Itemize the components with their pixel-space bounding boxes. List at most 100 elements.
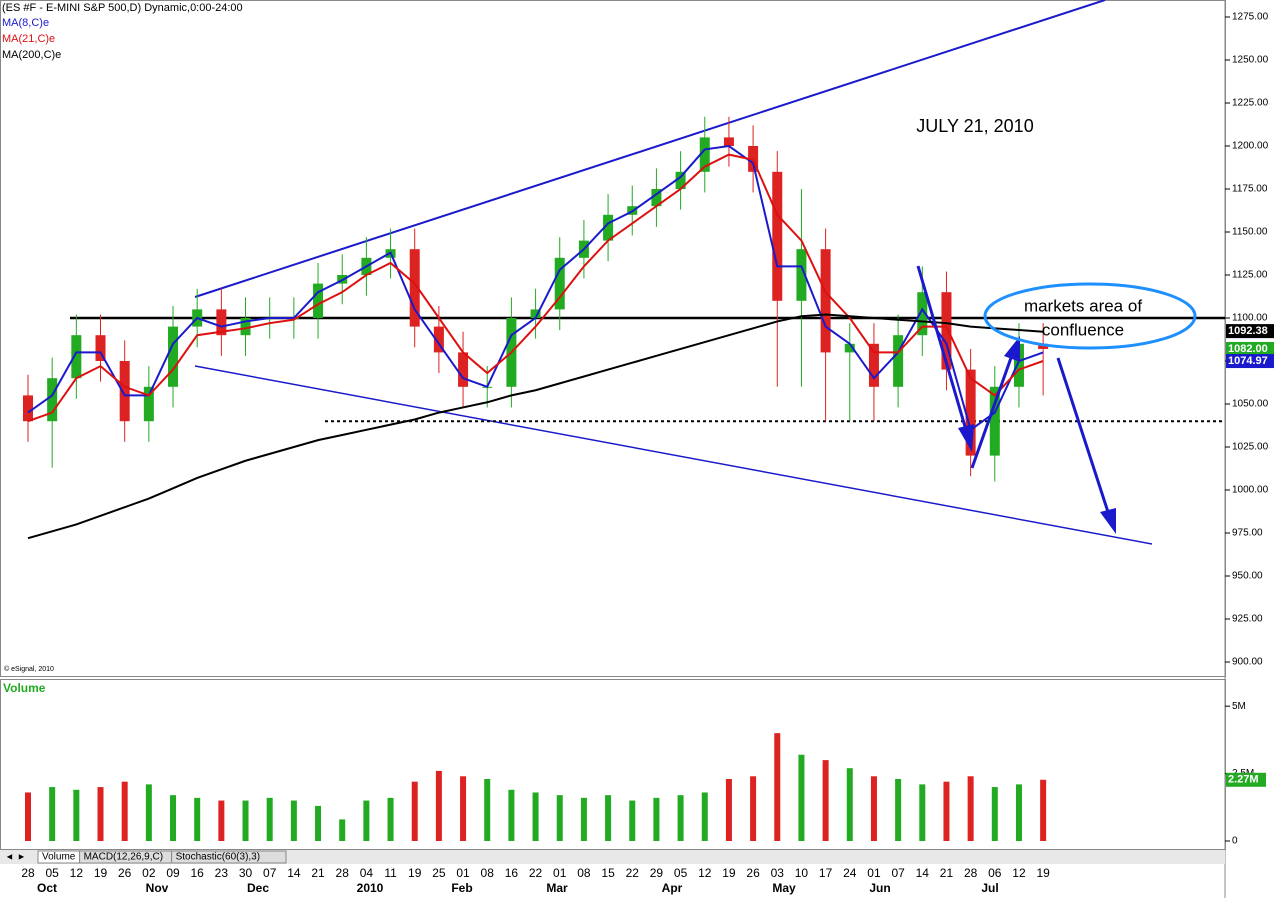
candle-body <box>95 335 106 361</box>
x-tick-label: 12 <box>698 866 712 880</box>
candle-body <box>820 249 831 353</box>
tab-label[interactable]: Volume <box>42 852 76 863</box>
y-tick-label: 900.00 <box>1232 657 1263 668</box>
candle-body <box>168 326 179 387</box>
volume-bar <box>967 776 974 841</box>
candle-body <box>699 137 710 172</box>
volume-bar <box>774 733 781 841</box>
date-annotation: JULY 21, 2010 <box>916 116 1033 136</box>
tab-label[interactable]: Stochastic(60(3),3) <box>176 852 260 863</box>
y-tick-label: 1225.00 <box>1232 98 1269 109</box>
price-tag <box>1226 324 1274 339</box>
candle-body <box>240 318 251 336</box>
candle-body <box>941 292 952 370</box>
x-tick-label: 15 <box>601 866 615 880</box>
volume-bar <box>725 778 732 841</box>
candle-body <box>989 386 1000 456</box>
candle-body <box>458 352 469 387</box>
candle-body <box>772 171 783 301</box>
volume-bar <box>411 781 418 841</box>
copyright: © eSignal, 2010 <box>4 665 54 673</box>
x-tick-label: 28 <box>21 866 35 880</box>
volume-bar <box>170 795 177 841</box>
callout-line: markets area of <box>1024 296 1142 315</box>
x-tick-label: 07 <box>263 866 277 880</box>
x-tick-label: 19 <box>722 866 736 880</box>
legend-ma8: MA(8,C)e <box>2 17 49 29</box>
y-tick-label: 975.00 <box>1232 528 1263 539</box>
tab[interactable] <box>171 850 287 864</box>
x-tick-label: 10 <box>795 866 809 880</box>
month-label: Oct <box>37 881 57 895</box>
x-tick-label: 23 <box>215 866 229 880</box>
x-tick-label: 29 <box>650 866 664 880</box>
x-tick-label: 28 <box>964 866 978 880</box>
volume-bar <box>49 787 56 841</box>
candle-body <box>530 309 541 318</box>
callout-line: confluence <box>1042 320 1124 339</box>
volume-bar <box>943 781 950 841</box>
x-tick-label: 02 <box>142 866 156 880</box>
volume-bar <box>218 800 225 841</box>
candle-body <box>796 249 807 301</box>
candle-body <box>965 369 976 456</box>
candle-body <box>119 361 130 422</box>
x-tick-label: 21 <box>940 866 954 880</box>
candle-body <box>409 249 420 327</box>
candle-body <box>675 171 686 189</box>
month-label: Dec <box>247 881 269 895</box>
volume-bar <box>73 789 80 841</box>
volume-bar <box>605 795 612 841</box>
candle-body <box>313 283 324 318</box>
candle-body <box>917 292 928 336</box>
volume-bar <box>870 776 877 841</box>
x-tick-label: 28 <box>336 866 350 880</box>
volume-bar <box>194 797 201 841</box>
x-tick-label: 01 <box>553 866 567 880</box>
volume-bar <box>532 792 539 841</box>
volume-bar <box>460 776 467 841</box>
month-label: Feb <box>451 881 472 895</box>
x-tick-label: 17 <box>819 866 833 880</box>
candle-body <box>433 326 444 353</box>
volume-bar <box>653 797 660 841</box>
scroll-right[interactable]: ► <box>17 851 26 861</box>
x-tick-label: 30 <box>239 866 253 880</box>
x-tick-label: 22 <box>626 866 640 880</box>
volume-bar <box>121 781 128 841</box>
volume-bar <box>677 795 684 841</box>
price-tag-label: 1074.97 <box>1228 355 1268 367</box>
volume-bar <box>895 778 902 841</box>
volume-bar <box>846 768 853 841</box>
x-tick-label: 08 <box>577 866 591 880</box>
y-tick-label: 1025.00 <box>1232 442 1269 453</box>
month-label: Jun <box>869 881 890 895</box>
volume-bar <box>991 787 998 841</box>
candle-body <box>1013 343 1024 387</box>
x-tick-label: 08 <box>481 866 495 880</box>
x-tick-label: 05 <box>45 866 59 880</box>
candle-body <box>844 343 855 353</box>
price-tag-label: 1082.00 <box>1228 343 1268 355</box>
volume-tick-label: 5M <box>1232 701 1246 712</box>
candle-body <box>893 335 904 387</box>
callout-ellipse <box>983 282 1197 350</box>
ma-line <box>27 313 1044 540</box>
x-tick-label: 16 <box>505 866 519 880</box>
candle-body <box>868 343 879 387</box>
candle-body <box>47 378 58 422</box>
y-tick-label: 1200.00 <box>1232 141 1269 152</box>
x-tick-label: 22 <box>529 866 543 880</box>
y-tick-label: 925.00 <box>1232 614 1263 625</box>
volume-title: Volume <box>3 681 46 695</box>
volume-bar <box>580 797 587 841</box>
month-label: Apr <box>662 881 683 895</box>
volume-bar <box>484 778 491 841</box>
volume-bar <box>701 792 708 841</box>
arrows <box>916 265 1116 534</box>
tab-label[interactable]: MACD(12,26,9,C) <box>84 852 163 863</box>
x-tick-label: 25 <box>432 866 446 880</box>
month-label: Nov <box>146 881 169 895</box>
volume-bar <box>629 800 636 841</box>
scroll-left[interactable]: ◄ <box>5 851 14 861</box>
